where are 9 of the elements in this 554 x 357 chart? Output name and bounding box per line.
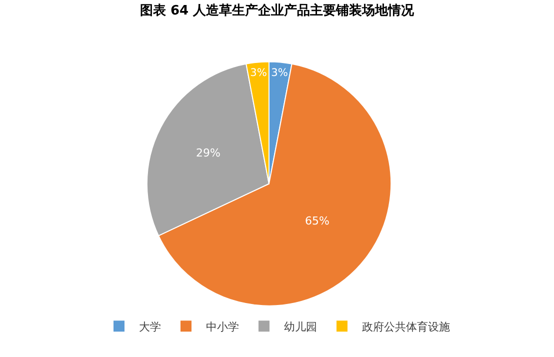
legend-label: 幼儿园 <box>284 320 317 334</box>
data-label: 3% <box>250 66 267 80</box>
data-label: 29% <box>196 146 220 160</box>
data-label: 3% <box>271 66 288 80</box>
data-label: 65% <box>304 214 330 228</box>
legend-label: 大学 <box>139 320 161 334</box>
chart-title: 图表 64 人造草生产企业产品主要铺装场地情况 <box>140 2 416 18</box>
legend-label: 政府公共体育设施 <box>362 320 450 334</box>
legend-label: 中小学 <box>206 320 239 334</box>
